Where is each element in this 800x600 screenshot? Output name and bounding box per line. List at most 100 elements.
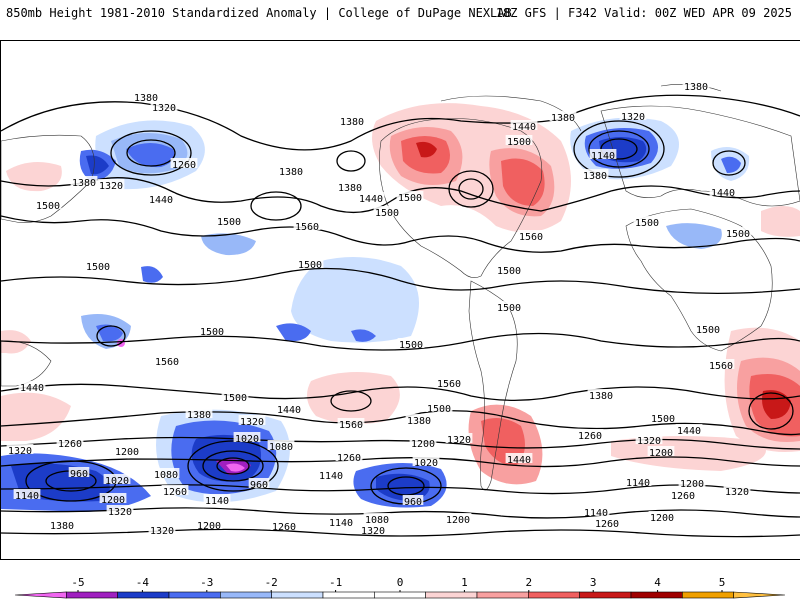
contour-label-text: 1260 — [272, 522, 296, 533]
anomaly-area — [721, 156, 741, 173]
coastline — [468, 280, 518, 491]
contour-label-bg — [56, 437, 84, 447]
contour-label: 1200 — [113, 445, 141, 458]
contour-label-bg — [185, 408, 213, 418]
colorbar-tick-label: -2 — [265, 576, 278, 589]
colorbar-tick-label: 4 — [654, 576, 661, 589]
contour-label-bg — [412, 456, 440, 466]
colorbar-segment — [117, 591, 170, 599]
contour-label: 1380 — [336, 181, 364, 194]
contour-label: 1500 — [296, 258, 324, 271]
contour-line — [1, 267, 800, 294]
contour-label-text: 960 — [70, 469, 88, 480]
contour-label-text: 1380 — [551, 113, 575, 124]
contour-label-text: 1380 — [338, 183, 362, 194]
anomaly-colorbar: -5 -4 -3 -2 -1 0 1 2 3 4 5 — [0, 576, 800, 600]
contour-label: 1020 — [103, 474, 131, 487]
contour-label: 1260 — [593, 517, 621, 530]
colorbar-segment — [271, 591, 324, 599]
coastline — [625, 208, 773, 352]
contour-label-bg — [694, 323, 722, 333]
contour-label: 1500 — [84, 260, 112, 273]
contour-label-bg — [170, 158, 198, 168]
colorbar-tick-label: -5 — [71, 576, 84, 589]
contour-label-bg — [68, 467, 90, 477]
contour-label-bg — [296, 258, 324, 268]
anomaly-area — [141, 266, 163, 283]
colorbar-segment — [733, 591, 786, 599]
contour-label-text: 1200 — [115, 447, 139, 458]
contour-label: 1140 — [13, 489, 41, 502]
colorbar-segment — [220, 591, 272, 599]
contour-label: 1500 — [495, 264, 523, 277]
contour-label: 1440 — [675, 424, 703, 437]
contour-loop — [187, 440, 279, 492]
contour-label-text: 1140 — [205, 496, 229, 507]
contour-label-text: 1320 — [152, 103, 176, 114]
colorbar-tick-label: 1 — [461, 576, 468, 589]
contour-label-bg — [635, 434, 663, 444]
contour-label-bg — [624, 476, 652, 486]
contour-label-text: 1260 — [172, 160, 196, 171]
contour-label: 1440 — [505, 453, 533, 466]
contour-loop — [336, 150, 366, 172]
contour-label-text: 1140 — [626, 478, 650, 489]
contour-label-text: 1500 — [635, 218, 659, 229]
contour-label: 1560 — [517, 230, 545, 243]
contour-label-text: 1260 — [578, 431, 602, 442]
anomaly-area — [86, 155, 109, 175]
contour-label: 1260 — [170, 158, 198, 171]
colorbar-segment — [579, 591, 632, 599]
contour-label-text: 1320 — [621, 112, 645, 123]
contour-label-text: 1020 — [235, 434, 259, 445]
anomaly-map: 1380 1320 1380 1260 1380 1380 1380 1320 1440 1500… — [0, 40, 800, 560]
colorbar-tick-label: 5 — [719, 576, 726, 589]
contour-label-text: 1320 — [150, 526, 174, 537]
contour-label: 1260 — [335, 451, 363, 464]
contour-label-text: 1260 — [337, 453, 361, 464]
contour-label: 1440 — [709, 186, 737, 199]
contour-label-text: 1440 — [507, 455, 531, 466]
contour-loop — [448, 170, 494, 208]
contour-label-bg — [215, 215, 243, 225]
contour-label-text: 1560 — [437, 379, 461, 390]
contour-label-text: 1200 — [197, 521, 221, 532]
contour-label-bg — [505, 135, 533, 145]
colorbar-segment — [66, 591, 118, 599]
contour-label-bg — [148, 524, 176, 534]
contour-label-text: 1440 — [512, 122, 536, 133]
contour-label-text: 1320 — [240, 417, 264, 428]
anomaly-area — [226, 463, 245, 472]
contour-label: 1500 — [198, 325, 226, 338]
contour-label-text: 1200 — [446, 515, 470, 526]
contour-label: 1140 — [624, 476, 652, 489]
contour-line — [1, 94, 800, 151]
contour-label-text: 1440 — [711, 188, 735, 199]
contour-label: 1500 — [425, 402, 453, 415]
contour-label: 1080 — [152, 468, 180, 481]
contour-label: 1200 — [647, 446, 675, 459]
contour-label-text: 1440 — [149, 195, 173, 206]
contour-label-text: 1500 — [217, 217, 241, 228]
contour-label: 1440 — [357, 192, 385, 205]
contour-label-bg — [396, 191, 424, 201]
contour-label-text: 1500 — [298, 260, 322, 271]
contour-label: 1320 — [359, 524, 387, 537]
contour-line — [1, 177, 800, 214]
colorbar-segment — [322, 591, 375, 599]
contour-label-text: 1020 — [105, 476, 129, 487]
map-title: 850mb Height 1981-2010 Standardized Anom… — [6, 6, 512, 20]
contour-label-text: 1200 — [649, 448, 673, 459]
contour-label-bg — [198, 325, 226, 335]
contour-label-bg — [589, 149, 617, 159]
contour-label-text: 1560 — [339, 420, 363, 431]
contour-loop — [96, 325, 126, 347]
contour-label-bg — [576, 429, 604, 439]
colorbar-tick-label: 3 — [590, 576, 597, 589]
colorbar-segment — [682, 591, 734, 599]
contour-label-bg — [648, 511, 676, 521]
contour-label-bg — [84, 260, 112, 270]
contour-loop — [202, 450, 264, 482]
contour-label: 1500 — [34, 199, 62, 212]
